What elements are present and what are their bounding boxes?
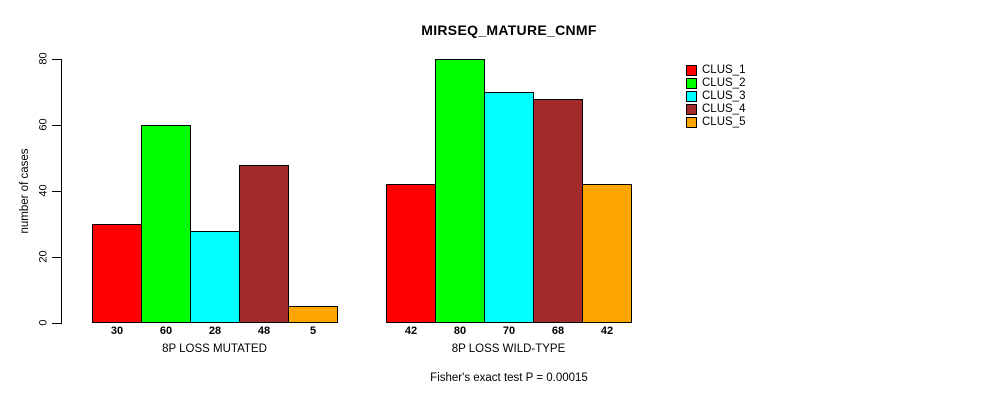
- y-axis-line: [61, 59, 62, 324]
- y-tick-label: 20: [37, 250, 50, 263]
- y-tick-label: 60: [37, 118, 50, 131]
- y-tick-label: 80: [37, 52, 50, 65]
- bar-clus_1-group1: [92, 224, 142, 323]
- y-tick-label: 0: [37, 319, 50, 326]
- legend-swatch-icon: [686, 104, 697, 115]
- legend-swatch-icon: [686, 78, 697, 89]
- bar-clus_3-group2: [484, 92, 534, 323]
- group-label: 8P LOSS WILD-TYPE: [451, 343, 566, 355]
- legend-label: CLUS_3: [702, 90, 746, 102]
- bar-clus_2-group1: [141, 125, 191, 323]
- bar-clus_2-group2: [435, 59, 485, 323]
- legend: CLUS_1 CLUS_2 CLUS_3 CLUS_4 CLUS_5: [686, 64, 745, 129]
- group-label: 8P LOSS MUTATED: [162, 343, 267, 355]
- legend-swatch-icon: [686, 91, 697, 102]
- bar-clus_5-group1: [288, 306, 338, 323]
- legend-label: CLUS_4: [702, 103, 746, 115]
- bar-clus_5-group2: [582, 184, 632, 323]
- legend-label: CLUS_5: [702, 116, 746, 128]
- bar-clus_4-group1: [239, 165, 289, 323]
- bar-value-label: 68: [551, 325, 565, 337]
- annotation-text: Fisher's exact test P = 0.00015: [430, 372, 588, 384]
- y-tick: [52, 323, 61, 324]
- legend-label: CLUS_2: [702, 77, 746, 89]
- bar-value-label: 28: [208, 325, 222, 337]
- legend-label: CLUS_1: [702, 64, 746, 76]
- bar-value-label: 5: [309, 325, 317, 337]
- chart-title: MIRSEQ_MATURE_CNMF: [421, 22, 597, 38]
- y-tick: [52, 125, 61, 126]
- y-tick-label: 40: [37, 184, 50, 197]
- legend-swatch-icon: [686, 65, 697, 76]
- y-tick: [52, 191, 61, 192]
- bar-value-label: 48: [257, 325, 271, 337]
- y-axis-label: number of cases: [19, 148, 31, 234]
- legend-item: CLUS_5: [686, 116, 745, 129]
- bar-value-label: 70: [502, 325, 516, 337]
- legend-item: CLUS_1: [686, 64, 745, 77]
- bar-value-label: 80: [453, 325, 467, 337]
- bar-value-label: 42: [600, 325, 614, 337]
- y-tick: [52, 257, 61, 258]
- bar-clus_3-group1: [190, 231, 240, 323]
- legend-item: CLUS_3: [686, 90, 745, 103]
- y-tick: [52, 59, 61, 60]
- legend-swatch-icon: [686, 117, 697, 128]
- legend-item: CLUS_2: [686, 77, 745, 90]
- legend-item: CLUS_4: [686, 103, 745, 116]
- bar-value-label: 42: [404, 325, 418, 337]
- bar-value-label: 60: [159, 325, 173, 337]
- bar-value-label: 30: [110, 325, 124, 337]
- bar-clus_1-group2: [386, 184, 436, 323]
- bar-clus_4-group2: [533, 99, 583, 323]
